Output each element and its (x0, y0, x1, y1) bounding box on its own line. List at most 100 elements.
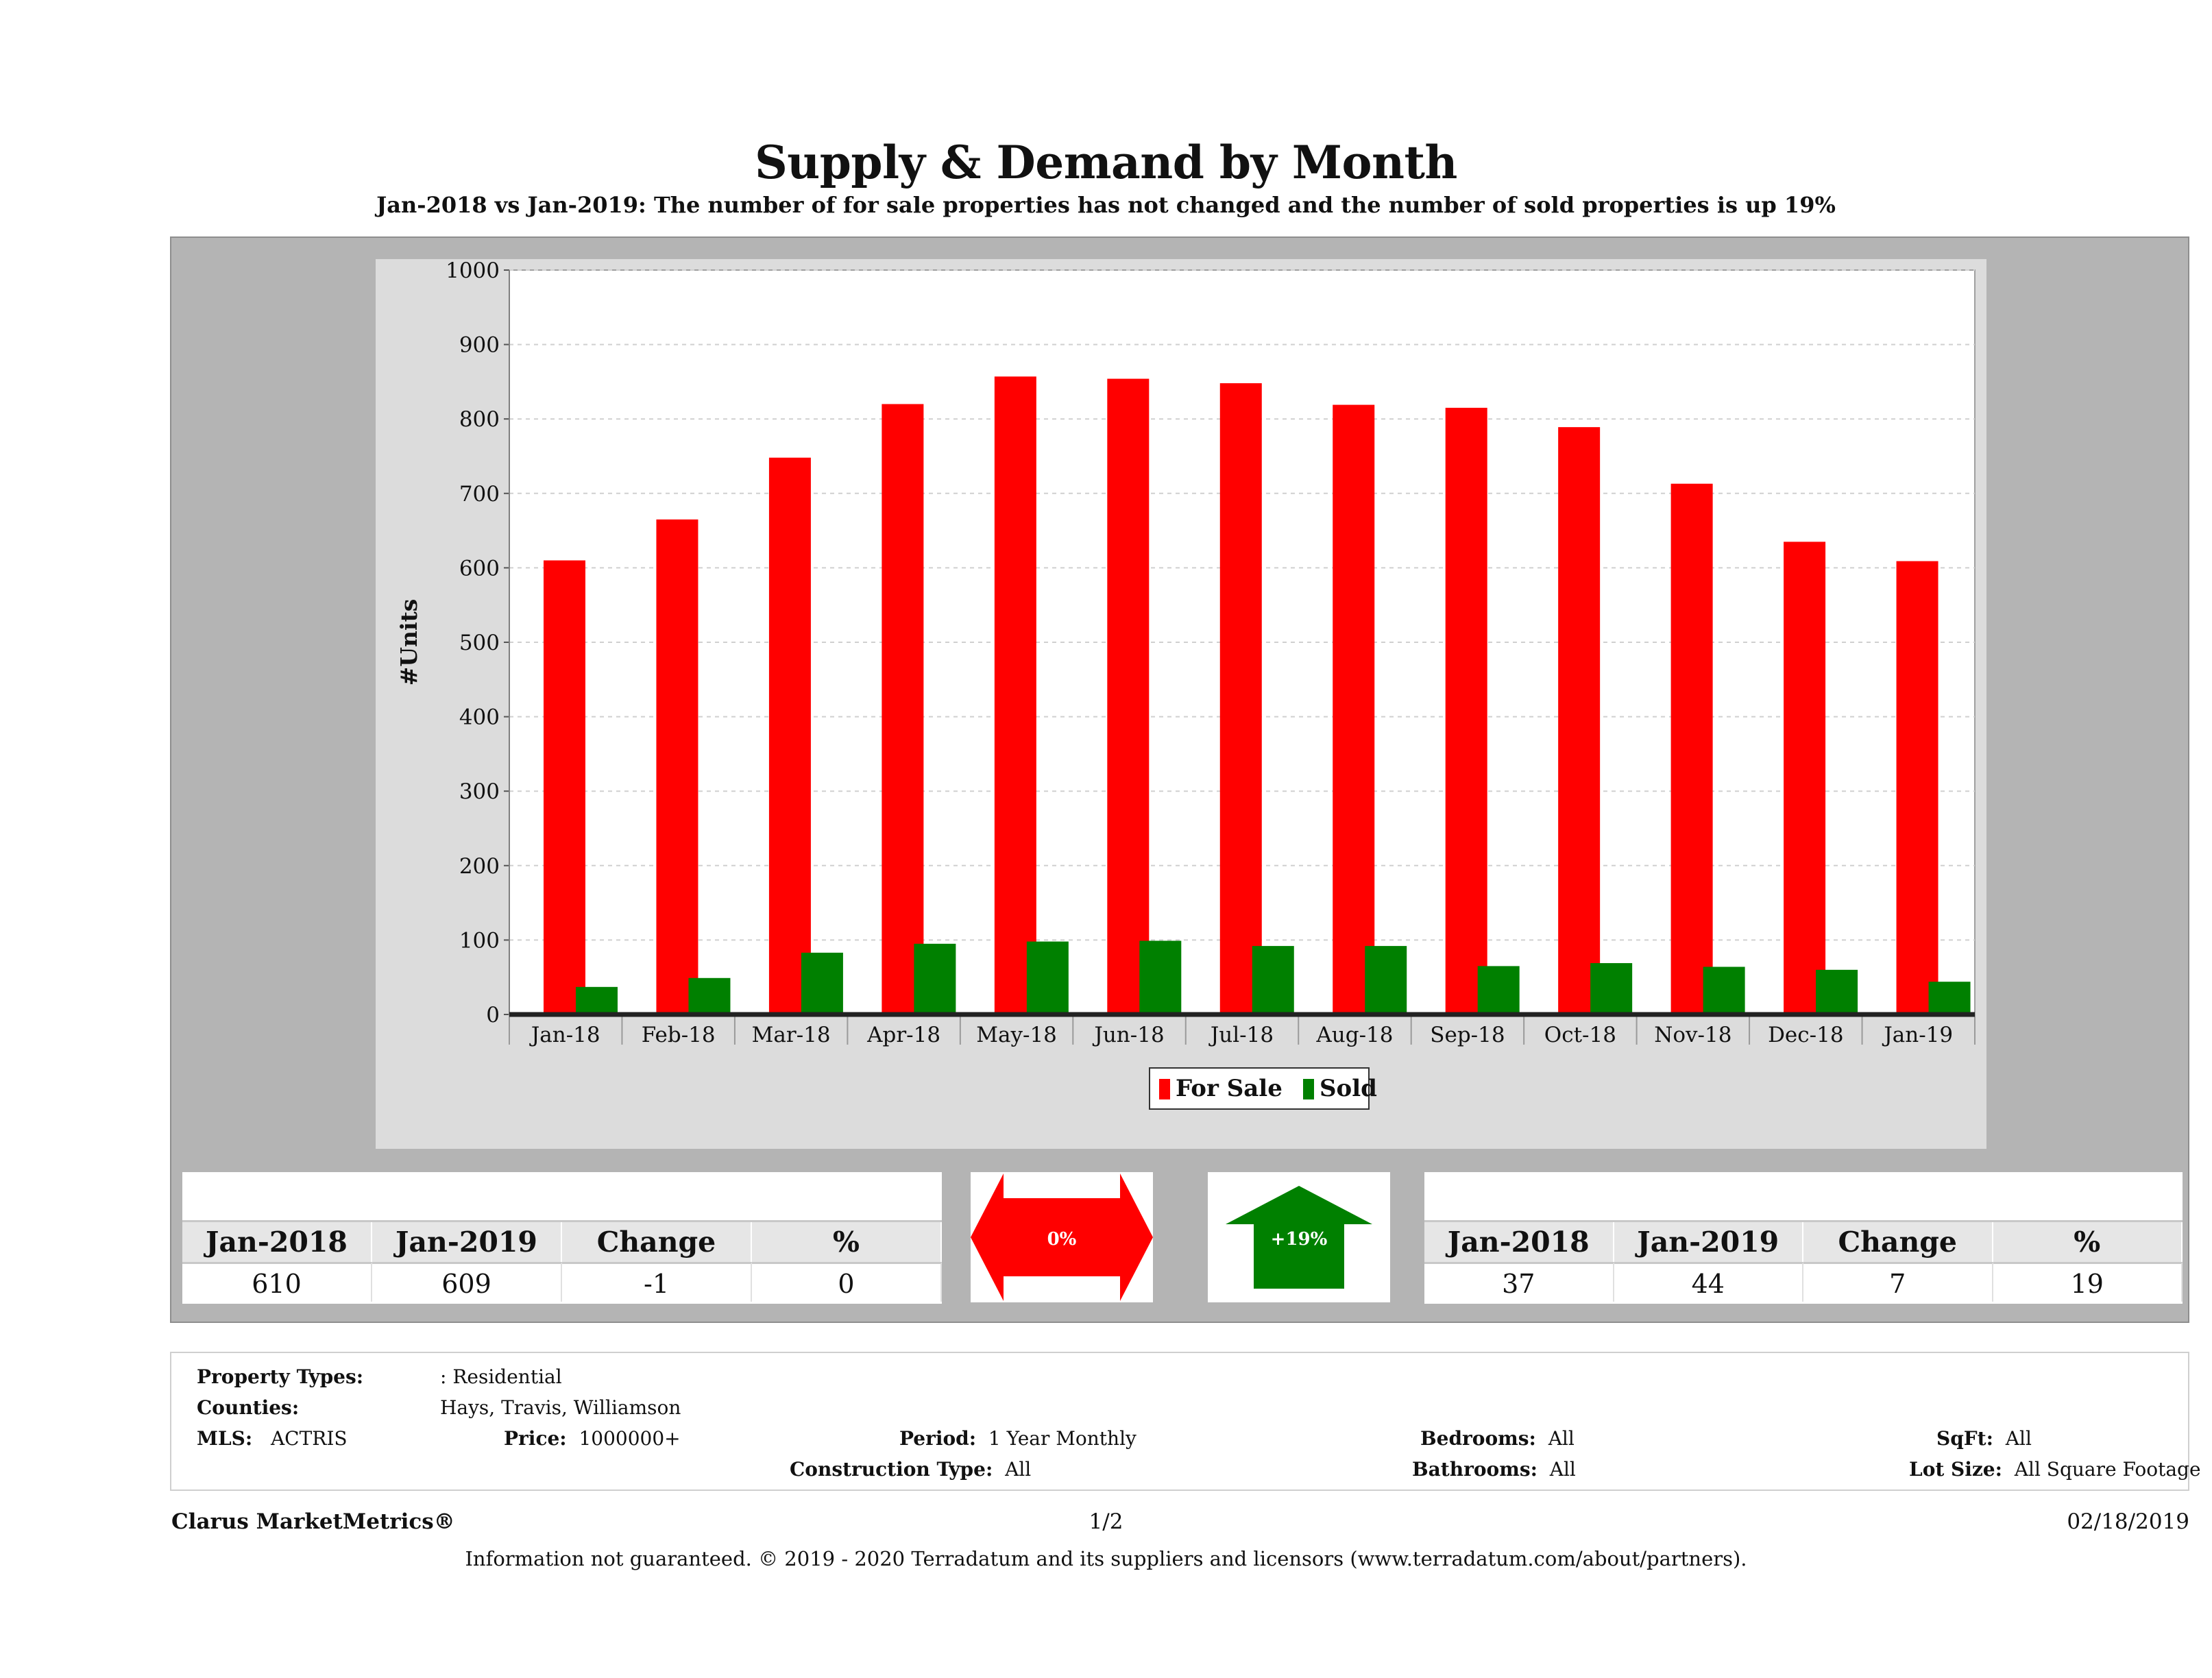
counties: Counties: (197, 1396, 299, 1419)
counties-value: Hays, Travis, Williamson (440, 1396, 681, 1419)
bar-sold (1026, 941, 1069, 1014)
y-tick-label: 700 (459, 482, 500, 507)
stat-value: 19 (1993, 1262, 2183, 1302)
sold-change-indicator: +19% (1208, 1172, 1390, 1302)
bar-sold (1928, 982, 1971, 1014)
period: Period: 1 Year Monthly (899, 1427, 1137, 1450)
page-title: Supply & Demand by Month (755, 136, 1457, 189)
bar-for-sale (994, 376, 1036, 1014)
sold-stats-header: Jan-2018 Jan-2019 Change % (1424, 1222, 2183, 1262)
period-label: Period: (899, 1427, 977, 1450)
stat-value: 610 (182, 1262, 372, 1302)
x-tick-label: Nov-18 (1654, 1023, 1731, 1047)
bar-for-sale (656, 519, 698, 1014)
bar-sold (1365, 946, 1407, 1014)
bedrooms-value: All (1548, 1427, 1575, 1450)
x-tick-label: Sep-18 (1430, 1023, 1505, 1047)
price: Price: 1000000+ (504, 1427, 681, 1450)
property-types-value: : Residential (440, 1365, 562, 1388)
stat-header: Jan-2019 (372, 1222, 562, 1262)
mls-value: ACTRIS (270, 1427, 348, 1450)
for-sale-change-indicator: 0% (971, 1172, 1153, 1302)
stat-value: 44 (1614, 1262, 1803, 1302)
stats-spacer (1424, 1172, 2183, 1222)
property-types-label: Property Types: (197, 1365, 364, 1388)
y-tick-label: 600 (459, 556, 500, 581)
x-tick-label: Jul-18 (1208, 1023, 1274, 1047)
disclaimer: Information not guaranteed. © 2019 - 202… (465, 1547, 1747, 1570)
bar-sold (576, 986, 618, 1014)
y-tick-label: 400 (459, 705, 500, 730)
y-tick-label: 800 (459, 407, 500, 432)
y-tick-label: 500 (459, 631, 500, 655)
x-tick-label: Mar-18 (752, 1023, 831, 1047)
period-value: 1 Year Monthly (988, 1427, 1137, 1450)
bar-for-sale (1219, 383, 1262, 1014)
x-tick-label: Aug-18 (1315, 1023, 1393, 1047)
y-tick-label: 1000 (446, 259, 500, 283)
y-tick-label: 300 (459, 779, 500, 804)
report-date: 02/18/2019 (2067, 1509, 2189, 1534)
bar-sold (1139, 940, 1182, 1014)
sqft: SqFt: All (1936, 1427, 2032, 1450)
stat-value: 37 (1424, 1262, 1614, 1302)
mls: MLS: ACTRIS (197, 1427, 348, 1450)
lotsize-label: Lot Size: (1909, 1458, 2002, 1481)
stat-header: % (1993, 1222, 2183, 1262)
bedrooms: Bedrooms: All (1420, 1427, 1575, 1450)
bar-chart-svg: 0 100 200 300 400 500 600 700 800 900 1000 #Units Ja… (396, 259, 1976, 1110)
y-tick-label: 900 (459, 333, 500, 358)
for-sale-stats-values: 610 609 -1 0 (182, 1262, 942, 1302)
x-tick-label: May-18 (976, 1023, 1057, 1047)
bar-sold (1703, 966, 1745, 1014)
y-tick-label: 0 (486, 1003, 500, 1028)
bar-sold (1252, 946, 1294, 1014)
stat-header: Jan-2018 (182, 1222, 372, 1262)
bathrooms: Bathrooms: All (1412, 1458, 1576, 1481)
stat-header: Change (562, 1222, 752, 1262)
stats-spacer (182, 1172, 942, 1222)
stat-header: % (752, 1222, 942, 1262)
bar-sold (801, 952, 843, 1014)
x-tick-label: Jan-19 (1882, 1023, 1953, 1047)
bar-sold (1816, 969, 1858, 1014)
bar-sold (1590, 963, 1633, 1014)
stat-value: 0 (752, 1262, 942, 1302)
up-arrow-icon: +19% (1226, 1186, 1372, 1289)
construction-label: Construction Type: (790, 1458, 993, 1481)
x-tick-label: Oct-18 (1544, 1023, 1616, 1047)
bar-for-sale (1558, 427, 1601, 1014)
x-tick-label: Jun-18 (1092, 1023, 1164, 1047)
for-sale-change-label: 0% (1047, 1229, 1077, 1250)
bar-for-sale (1784, 542, 1826, 1014)
lotsize-value: All Square Footage (2014, 1458, 2201, 1481)
legend-label: Sold (1320, 1075, 1377, 1102)
construction-value: All (1005, 1458, 1032, 1481)
bedrooms-label: Bedrooms: (1420, 1427, 1536, 1450)
bar-for-sale (768, 457, 811, 1014)
price-label: Price: (504, 1427, 567, 1450)
stat-value: 7 (1803, 1262, 1993, 1302)
legend-swatch (1159, 1079, 1170, 1099)
search-criteria: Property Types: : Residential Counties: … (170, 1352, 2201, 1491)
stat-header: Change (1803, 1222, 1993, 1262)
bar-sold (688, 977, 731, 1014)
bar-for-sale (1107, 378, 1150, 1014)
y-tick-label: 100 (459, 928, 500, 953)
x-tick-label: Jan-18 (529, 1023, 600, 1047)
stat-header: Jan-2018 (1424, 1222, 1614, 1262)
flat-double-arrow-icon: 0% (971, 1174, 1153, 1301)
bar-sold (1477, 966, 1520, 1014)
bar-for-sale (1896, 561, 1938, 1014)
y-tick-label: 200 (459, 854, 500, 879)
brand-name: Clarus MarketMetrics® (171, 1509, 455, 1534)
construction-type: Construction Type: All (790, 1458, 1031, 1481)
mls-label: MLS: (197, 1427, 253, 1450)
property-types: Property Types: (197, 1365, 363, 1388)
page-number: 1/2 (1089, 1509, 1123, 1534)
x-tick-label: Apr-18 (866, 1023, 940, 1047)
stat-header: Jan-2019 (1614, 1222, 1803, 1262)
bar-sold (914, 943, 956, 1014)
bar-for-sale (882, 404, 924, 1014)
sold-change-label: +19% (1271, 1229, 1328, 1250)
